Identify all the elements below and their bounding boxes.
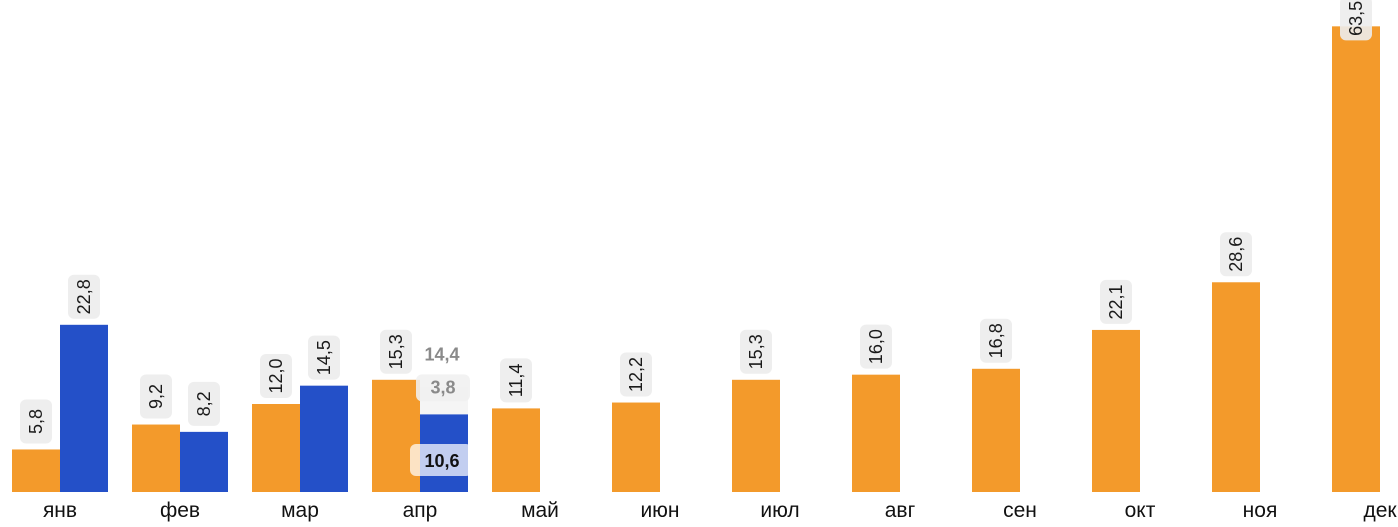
- data-label-окт-s1: 22,1: [1100, 279, 1132, 324]
- april-segment-label: 10,6: [410, 444, 472, 476]
- category-label: июн: [640, 499, 679, 522]
- category-label: июл: [760, 499, 799, 522]
- data-label: 16,8: [986, 323, 1006, 358]
- data-label-box: [188, 381, 220, 426]
- data-label-box: [260, 354, 292, 398]
- bar-ноя-s1: [1212, 282, 1260, 492]
- data-label: 9,2: [146, 384, 166, 409]
- category-label: апр: [403, 499, 438, 522]
- category-label: авг: [885, 499, 916, 522]
- data-label-box: [380, 329, 412, 374]
- data-label-апр-s1: 15,3: [380, 329, 412, 374]
- data-label-box: [1220, 232, 1252, 277]
- category-label: фев: [160, 499, 200, 522]
- bar-фев-s2: [180, 431, 228, 492]
- bar-дек-s1: [1332, 26, 1380, 492]
- bar-мар-s2: [300, 385, 348, 492]
- april-overlay-layer: 10,6 3,8 14,4: [410, 344, 472, 476]
- data-label-box: [1340, 0, 1372, 41]
- data-label-box: [140, 374, 172, 419]
- category-axis: янв фев мар апр май июн июл авг сен окт ноя дек: [43, 499, 1397, 522]
- data-label-ноя-s1: 28,6: [1220, 232, 1252, 277]
- data-label: 22,8: [74, 279, 94, 314]
- data-label: 5,8: [26, 409, 46, 434]
- data-label-янв-s2: 22,8: [68, 274, 100, 319]
- data-label: 15,3: [386, 334, 406, 369]
- bar-янв-s1: [12, 449, 60, 492]
- data-label-янв-s1: 5,8: [20, 399, 52, 444]
- data-label-box: [1100, 279, 1132, 324]
- data-label: 12,2: [626, 357, 646, 392]
- category-label: окт: [1125, 499, 1156, 522]
- data-label: 15,3: [746, 334, 766, 369]
- data-label-фев-s1: 9,2: [140, 374, 172, 419]
- bar-сен-s1: [972, 368, 1020, 492]
- data-label: 14,5: [314, 340, 334, 375]
- segment-label-box: [410, 444, 472, 476]
- bar-янв-s2: [60, 324, 108, 492]
- bar-фев-s1: [132, 424, 180, 492]
- bar-апр-s1: [372, 379, 420, 492]
- data-label: 28,6: [1226, 237, 1246, 272]
- data-label-box: [68, 274, 100, 319]
- data-label: 11,4: [506, 364, 526, 398]
- data-label: 16,0: [866, 329, 886, 364]
- data-label-мар-s2: 14,5: [308, 335, 340, 380]
- data-label: 12,0: [266, 358, 286, 393]
- category-label: май: [521, 499, 559, 522]
- data-label: 63,5: [1346, 1, 1366, 36]
- bar-май-s1: [492, 408, 540, 492]
- april-remaining-label: 3,8: [416, 374, 470, 402]
- bar-окт-s1: [1092, 329, 1140, 492]
- segment-label: 10,6: [424, 451, 459, 471]
- data-label-авг-s1: 16,0: [860, 324, 892, 369]
- data-label-мар-s1: 12,0: [260, 354, 292, 398]
- bar-авг-s1: [852, 374, 900, 492]
- data-label-июн-s1: 12,2: [620, 352, 652, 397]
- category-label: янв: [43, 499, 77, 522]
- remaining-label: 3,8: [430, 377, 455, 397]
- data-label-box: [20, 399, 52, 444]
- data-label-box: [620, 352, 652, 397]
- remaining-label-box: [416, 374, 470, 402]
- labels-layer: 5,8 22,8 9,2 8,2 12,0 14,5 15,3 11,4 12,2 15,3 16,…: [20, 0, 1372, 444]
- data-label-box: [308, 335, 340, 380]
- category-label: дек: [1363, 499, 1397, 522]
- category-label: ноя: [1243, 499, 1278, 522]
- category-label: сен: [1003, 499, 1037, 522]
- data-label: 8,2: [194, 391, 214, 416]
- bar-мар-s1: [252, 404, 300, 492]
- bars-layer: [12, 26, 1380, 492]
- data-label-дек-s1: 63,5: [1340, 0, 1372, 41]
- bar-июл-s1: [732, 379, 780, 492]
- data-label-сен-s1: 16,8: [980, 318, 1012, 363]
- bar-июн-s1: [612, 402, 660, 492]
- data-label-box: [860, 324, 892, 369]
- category-label: мар: [281, 499, 319, 522]
- data-label-июл-s1: 15,3: [740, 329, 772, 374]
- data-label-box: [980, 318, 1012, 363]
- data-label-box: [740, 329, 772, 374]
- data-label: 22,1: [1106, 284, 1126, 319]
- data-label-май-s1: 11,4: [500, 358, 532, 403]
- april-total-label: 14,4: [424, 344, 459, 364]
- data-label-box: [500, 358, 532, 403]
- data-label-фев-s2: 8,2: [188, 381, 220, 426]
